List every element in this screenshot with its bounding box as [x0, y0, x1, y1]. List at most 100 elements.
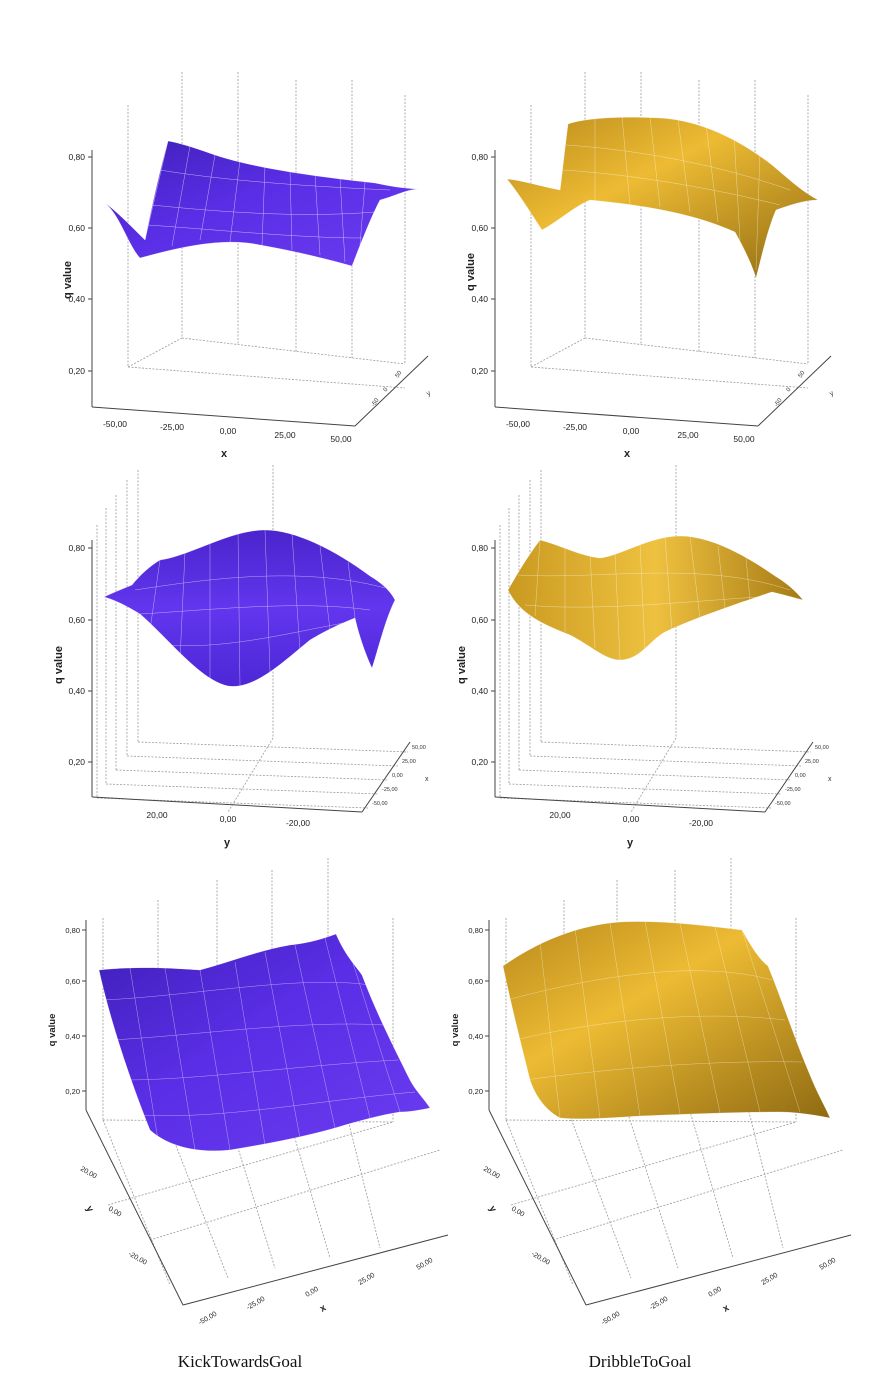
y-tick-label: 0,80 — [68, 543, 85, 553]
y-axis-label: q value — [62, 261, 74, 299]
surface-kick-x — [104, 140, 419, 267]
x-axis-label: x — [318, 1302, 329, 1315]
x-axis-ticks: 20,00 0,00 -20,00 — [146, 810, 310, 828]
x-tick-label: 25,00 — [358, 1272, 377, 1287]
x-tick-label: 0,00 — [220, 426, 237, 436]
x-tick-label: -20,00 — [689, 818, 713, 828]
y-tick-label: 0,80 — [65, 926, 80, 935]
x-tick-label: -25,00 — [563, 422, 587, 432]
x-tick-label: -50,00 — [198, 1311, 219, 1327]
depth-tick-label: -25,00 — [785, 787, 801, 793]
depth-tick-label: -20,00 — [530, 1251, 551, 1267]
x-tick-label: -25,00 — [246, 1296, 267, 1312]
x-tick-label: 25,00 — [677, 430, 699, 440]
x-axis-label: y — [224, 837, 231, 849]
x-tick-label: -50,00 — [103, 419, 127, 429]
y-tick-label: 0,20 — [68, 366, 85, 376]
guide-lines — [96, 465, 409, 813]
x-tick-label: -20,00 — [286, 818, 310, 828]
depth-axis-ticks: 20,00 0,00 -20,00 — [482, 1166, 551, 1267]
surface-grid — [144, 140, 391, 263]
y-tick-label: 0,20 — [65, 1087, 80, 1096]
chart-kick-x: 0,80 0,60 0,40 0,20 q value -50,00 -25,0… — [62, 72, 432, 460]
x-tick-label: -50,00 — [506, 419, 530, 429]
surface-grid — [559, 115, 791, 271]
surface-dribble-y — [507, 535, 804, 661]
x-axis-label: x — [721, 1302, 732, 1315]
y-tick-label: 0,60 — [65, 977, 80, 986]
y-axis-label: q value — [53, 646, 65, 684]
depth-tick-label: -50 — [371, 397, 381, 408]
y-tick-label: 0,80 — [471, 543, 488, 553]
surface-grid — [134, 529, 386, 687]
surface-grid — [506, 920, 803, 1119]
depth-tick-label: 0 — [383, 386, 390, 393]
y-tick-label: 0,80 — [471, 152, 488, 162]
y-axis-ticks: 0,80 0,60 0,40 0,20 — [65, 926, 86, 1096]
x-tick-label: 0,00 — [708, 1286, 723, 1299]
y-axis-ticks: 0,80 0,60 0,40 0,20 — [468, 926, 489, 1096]
depth-tick-label: 25,00 — [402, 759, 416, 765]
depth-tick-label: 0,00 — [795, 773, 806, 779]
y-tick-label: 0,60 — [471, 223, 488, 233]
y-tick-label: 0,40 — [68, 686, 85, 696]
y-tick-label: 0,20 — [468, 1087, 483, 1096]
axis-frame — [85, 920, 449, 1306]
x-tick-label: -50,00 — [601, 1311, 622, 1327]
depth-axis-label: x — [425, 776, 429, 783]
x-tick-label: 0,00 — [623, 814, 640, 824]
surface-dribble-xy — [502, 921, 831, 1119]
surface-grid — [517, 536, 791, 661]
x-tick-label: 20,00 — [549, 810, 571, 820]
chart-dribble-xy: 0,80 0,60 0,40 0,20 q value -50,00 -25,0… — [450, 858, 852, 1327]
axis-frame — [488, 920, 852, 1306]
x-tick-label: -25,00 — [649, 1296, 670, 1312]
chart-dribble-x: 0,80 0,60 0,40 0,20 q value -50,00 -25,0… — [465, 72, 835, 460]
caption-dribble-to-goal: DribbleToGoal — [589, 1352, 692, 1371]
y-axis-ticks: 0,80 0,60 0,40 0,20 — [68, 543, 92, 767]
y-tick-label: 0,20 — [471, 366, 488, 376]
depth-axis-ticks: 50 0 -50 y — [371, 370, 433, 408]
depth-tick-label: 25,00 — [805, 759, 819, 765]
axis-frame — [494, 540, 814, 813]
depth-axis-label: y — [829, 390, 836, 398]
y-axis-label: q value — [465, 253, 477, 291]
x-axis-ticks: -50,00 -25,00 0,00 25,00 50,00 — [103, 419, 352, 444]
depth-tick-label: 50,00 — [815, 745, 829, 751]
x-tick-label: 50,00 — [416, 1257, 435, 1272]
y-tick-label: 0,40 — [468, 1032, 483, 1041]
x-tick-label: 50,00 — [733, 434, 755, 444]
depth-axis-ticks: 50 0 -50 y — [774, 370, 836, 408]
depth-tick-label: 20,00 — [79, 1166, 98, 1181]
axis-frame — [494, 150, 832, 427]
x-tick-label: 0,00 — [305, 1286, 320, 1299]
y-axis-ticks: 0,80 0,60 0,40 0,20 — [68, 152, 92, 376]
y-axis-label: q value — [450, 1014, 461, 1047]
depth-axis-label: y — [83, 1204, 96, 1215]
chart-kick-y: 0,80 0,60 0,40 0,20 q value 20,00 0,00 -… — [53, 465, 429, 849]
y-axis-label: q value — [456, 646, 468, 684]
y-tick-label: 0,60 — [468, 977, 483, 986]
x-axis-label: x — [221, 448, 228, 460]
y-tick-label: 0,60 — [68, 223, 85, 233]
x-tick-label: 50,00 — [819, 1257, 838, 1272]
chart-dribble-y: 0,80 0,60 0,40 0,20 q value 20,00 0,00 -… — [456, 465, 832, 849]
depth-tick-label: 50 — [395, 370, 404, 379]
depth-axis-ticks: 50,00 25,00 0,00 -25,00 -50,00 x — [372, 745, 429, 807]
x-tick-label: 50,00 — [330, 434, 352, 444]
surface-kick-xy — [98, 933, 431, 1151]
depth-tick-label: 0 — [786, 386, 793, 393]
depth-axis-ticks: 50,00 25,00 0,00 -25,00 -50,00 x — [775, 745, 832, 807]
depth-tick-label: 50,00 — [412, 745, 426, 751]
depth-tick-label: 20,00 — [482, 1166, 501, 1181]
y-tick-label: 0,40 — [68, 294, 85, 304]
depth-tick-label: 0,00 — [107, 1206, 122, 1219]
depth-tick-label: 0,00 — [392, 773, 403, 779]
x-axis-label: y — [627, 837, 634, 849]
depth-tick-label: -50,00 — [372, 801, 388, 807]
y-tick-label: 0,40 — [471, 686, 488, 696]
y-axis-ticks: 0,80 0,60 0,40 0,20 — [471, 152, 495, 376]
x-tick-label: 25,00 — [761, 1272, 780, 1287]
depth-axis-label: y — [426, 390, 433, 398]
